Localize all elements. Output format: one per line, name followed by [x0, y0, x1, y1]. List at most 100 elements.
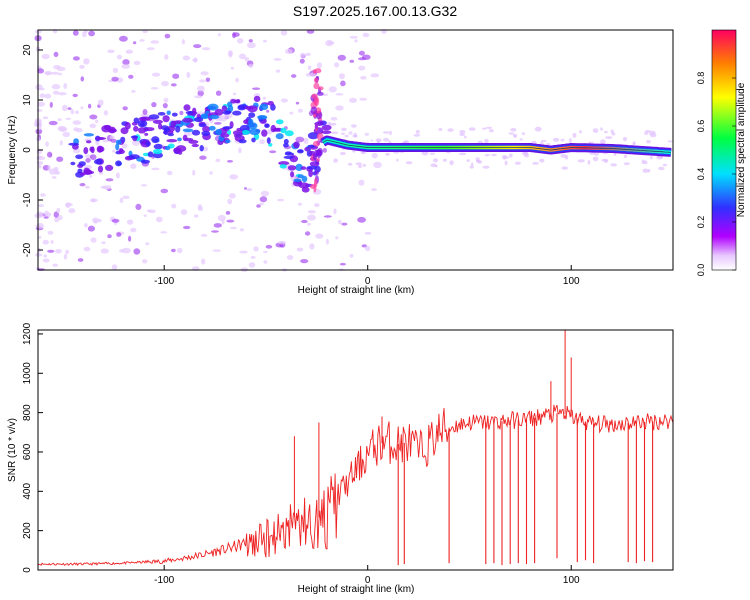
signal-blob: [162, 115, 170, 123]
noise-blob: [470, 162, 474, 166]
noise-blob: [130, 163, 137, 169]
signal-blob: [222, 110, 231, 115]
noise-blob: [605, 136, 613, 140]
signal-blob: [97, 165, 104, 173]
noise-blob: [307, 210, 316, 214]
noise-blob: [362, 32, 370, 38]
noise-blob: [307, 214, 316, 221]
noise-blob: [53, 51, 59, 58]
signal-blob: [309, 161, 320, 167]
colorbar-tick-label: 0.6: [696, 120, 706, 133]
signal-blob: [313, 82, 320, 90]
noise-blob: [469, 165, 474, 169]
snr-dropouts: [397, 413, 654, 566]
noise-blob: [512, 133, 518, 137]
noise-blob: [385, 152, 390, 156]
noise-blob: [503, 156, 510, 159]
snr-x-axis-label: Height of straight line (km): [298, 584, 415, 595]
snr-series-line: [37, 404, 674, 567]
signal-blob: [145, 141, 151, 147]
noise-blob: [52, 263, 58, 267]
noise-blob: [477, 160, 483, 164]
noise-blob: [111, 76, 119, 82]
noise-blob: [151, 72, 161, 77]
signal-blob: [314, 124, 318, 129]
noise-blob: [260, 190, 270, 197]
noise-blob: [151, 167, 160, 171]
signal-blob: [290, 171, 295, 178]
noise-blob: [43, 216, 49, 219]
signal-blob: [314, 68, 322, 74]
noise-blob: [341, 222, 348, 226]
signal-blob: [313, 77, 319, 83]
noise-blob: [239, 250, 248, 254]
noise-blob: [103, 110, 109, 116]
noise-blob: [482, 127, 487, 130]
signal-blob: [167, 133, 174, 137]
noise-blob: [334, 62, 340, 68]
spectrogram-plot-area: [33, 28, 674, 272]
noise-blob: [600, 139, 606, 144]
noise-blob: [250, 255, 256, 259]
x-tick-label: 100: [563, 276, 580, 287]
noise-blob: [330, 116, 338, 121]
noise-blob: [275, 69, 281, 73]
noise-blob: [170, 83, 177, 87]
signal-blob: [318, 86, 324, 91]
noise-blob: [236, 38, 244, 44]
noise-blob: [662, 163, 668, 167]
noise-blob: [42, 116, 49, 120]
noise-blob: [107, 234, 112, 239]
noise-blob: [491, 153, 497, 157]
noise-blob: [316, 62, 323, 69]
noise-blob: [195, 111, 205, 115]
noise-blob: [358, 179, 365, 186]
signal-blob: [227, 105, 234, 113]
signal-blob: [191, 129, 201, 136]
noise-blob: [449, 160, 454, 166]
noise-blob: [351, 124, 357, 128]
noise-blob: [252, 87, 261, 90]
noise-blob: [47, 151, 53, 158]
signal-blob: [166, 110, 171, 116]
noise-blob: [297, 108, 303, 113]
snr-y-ticks: 0 200 400 600 800 1000 1200: [22, 322, 43, 573]
noise-blob: [510, 127, 517, 132]
noise-blob: [230, 226, 237, 230]
y-tick-label: 800: [22, 404, 33, 421]
noise-blob: [201, 258, 206, 265]
noise-blob: [97, 99, 104, 106]
noise-blob: [160, 188, 169, 194]
signal-blob: [105, 164, 114, 171]
noise-blob: [121, 143, 128, 149]
signal-blob: [308, 169, 313, 178]
signal-blob: [75, 154, 84, 160]
signal-blob: [166, 139, 178, 143]
noise-blob: [201, 47, 211, 51]
noise-blob: [213, 223, 222, 228]
noise-blob: [355, 162, 363, 166]
noise-blob: [194, 95, 203, 99]
snr-spikes: [293, 330, 572, 518]
noise-blob: [442, 158, 447, 162]
noise-blob: [179, 110, 184, 116]
noise-blob: [142, 259, 148, 264]
signal-blob: [115, 160, 122, 167]
colorbar: 0.0 0.2 0.4 0.6 0.8 Normalized spectral ampl…: [696, 29, 747, 276]
noise-blob: [244, 57, 250, 62]
noise-blob: [592, 156, 599, 162]
noise-blob: [623, 162, 630, 166]
noise-blob: [146, 209, 152, 213]
noise-blob: [364, 245, 371, 252]
noise-blob: [265, 244, 273, 249]
signal-blob: [124, 122, 131, 130]
noise-blob: [484, 138, 489, 144]
noise-blob: [458, 152, 467, 156]
noise-blob: [125, 49, 133, 54]
noise-blob: [100, 248, 109, 254]
noise-blob: [42, 239, 49, 245]
noise-blob: [438, 128, 443, 131]
noise-blob: [135, 203, 142, 210]
noise-blob: [539, 158, 545, 163]
